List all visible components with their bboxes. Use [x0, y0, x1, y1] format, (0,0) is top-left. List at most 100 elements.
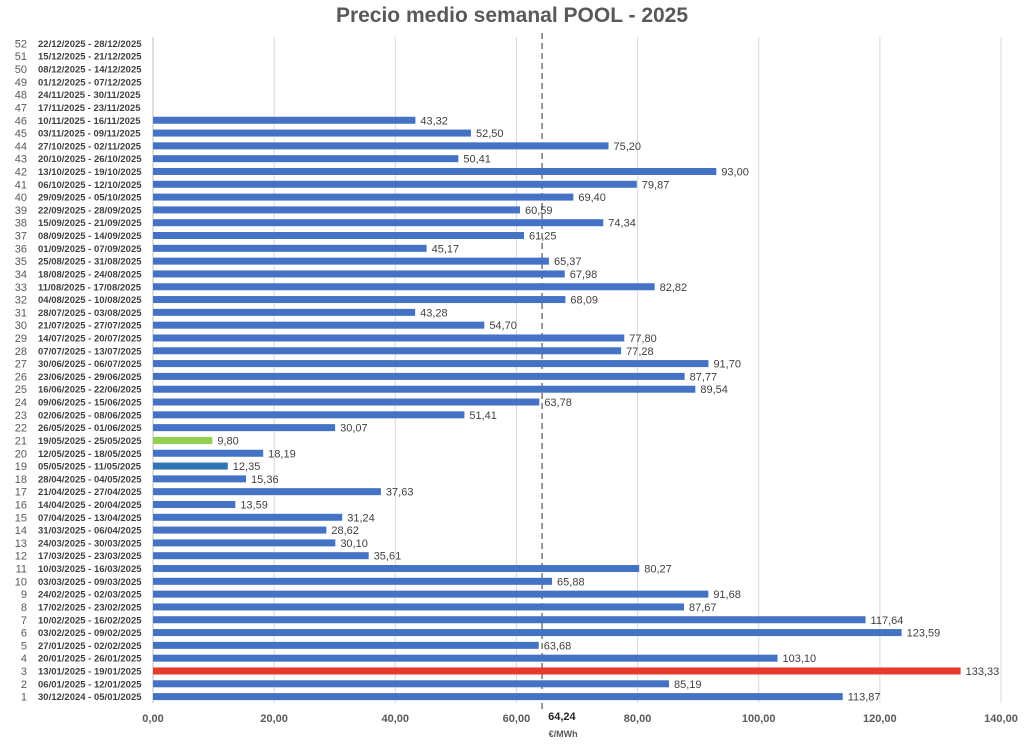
data-label: 30,10 [340, 538, 368, 550]
bar [153, 167, 717, 175]
bar [153, 129, 471, 137]
week-label: 30/12/2024 - 05/01/2025 [38, 692, 142, 703]
week-label: 17/02/2025 - 23/02/2025 [38, 602, 142, 613]
bar [153, 654, 778, 662]
bar [153, 398, 540, 406]
week-label: 21/07/2025 - 27/07/2025 [38, 321, 142, 332]
week-label: 06/10/2025 - 12/10/2025 [38, 180, 142, 191]
week-number: 38 [15, 218, 27, 230]
bar [153, 232, 524, 240]
week-number: 13 [15, 538, 27, 550]
bar [153, 180, 637, 188]
week-number: 19 [15, 461, 27, 473]
data-label: 18,19 [268, 448, 296, 460]
week-number: 29 [15, 333, 27, 345]
week-number: 31 [15, 307, 27, 319]
bar [153, 283, 655, 291]
week-number: 45 [15, 128, 27, 140]
week-label: 17/11/2025 - 23/11/2025 [38, 103, 141, 114]
week-label: 28/07/2025 - 03/08/2025 [38, 308, 142, 319]
week-number: 22 [15, 423, 27, 435]
bar [153, 193, 574, 201]
average-label: 64,24 [548, 711, 576, 723]
week-label: 22/09/2025 - 28/09/2025 [38, 205, 142, 216]
data-label: 103,10 [782, 653, 816, 665]
week-label: 13/01/2025 - 19/01/2025 [38, 666, 142, 677]
data-label: 9,80 [217, 435, 238, 447]
week-label: 07/07/2025 - 13/07/2025 [38, 346, 142, 357]
data-label: 63,78 [544, 397, 572, 409]
bar [153, 206, 521, 214]
week-label: 21/04/2025 - 27/04/2025 [38, 487, 142, 498]
week-number: 46 [15, 115, 27, 127]
data-label: 123,59 [907, 628, 941, 640]
week-number: 34 [15, 269, 27, 281]
week-number: 26 [15, 371, 27, 383]
week-number: 39 [15, 205, 27, 217]
week-number: 44 [15, 141, 27, 153]
week-label: 23/06/2025 - 29/06/2025 [38, 372, 142, 383]
chart-title: Precio medio semanal POOL - 2025 [335, 4, 689, 27]
week-label: 31/03/2025 - 06/04/2025 [38, 526, 142, 537]
week-number: 23 [15, 410, 27, 422]
week-number: 40 [15, 192, 27, 204]
week-label: 24/03/2025 - 30/03/2025 [38, 538, 142, 549]
bar [153, 308, 416, 316]
bar [153, 475, 247, 483]
week-label: 30/06/2025 - 06/07/2025 [38, 359, 142, 370]
bar [153, 603, 685, 611]
week-label: 14/07/2025 - 20/07/2025 [38, 333, 142, 344]
week-number: 15 [15, 512, 27, 524]
week-number: 14 [15, 525, 27, 537]
bar [153, 270, 565, 278]
bar [153, 449, 264, 457]
bar [153, 500, 236, 508]
week-label: 18/08/2025 - 24/08/2025 [38, 269, 142, 280]
week-label: 27/01/2025 - 02/02/2025 [38, 641, 142, 652]
bar [153, 257, 549, 265]
week-number: 17 [15, 487, 27, 499]
bar [153, 244, 427, 252]
week-number: 42 [15, 166, 27, 178]
week-number: 24 [15, 397, 27, 409]
week-label: 19/05/2025 - 25/05/2025 [38, 436, 142, 447]
data-label: 87,67 [689, 602, 717, 614]
week-number: 6 [21, 628, 27, 640]
data-label: 63,68 [544, 640, 572, 652]
week-label: 08/09/2025 - 14/09/2025 [38, 231, 142, 242]
bar [153, 641, 539, 649]
bar [153, 385, 696, 393]
week-label: 10/11/2025 - 16/11/2025 [38, 116, 141, 127]
week-number: 41 [15, 179, 27, 191]
data-label: 52,50 [476, 128, 504, 140]
bar [153, 347, 622, 355]
bar [153, 565, 640, 573]
week-number: 16 [15, 499, 27, 511]
data-label: 89,54 [700, 384, 728, 396]
week-label: 05/05/2025 - 11/05/2025 [38, 462, 142, 473]
x-tick-label: 80,00 [624, 713, 652, 725]
week-label: 24/02/2025 - 02/03/2025 [38, 590, 142, 601]
week-label: 10/03/2025 - 16/03/2025 [38, 564, 142, 575]
week-label: 22/12/2025 - 28/12/2025 [38, 39, 142, 50]
x-tick-label: 140,00 [984, 713, 1018, 725]
week-number: 48 [15, 90, 27, 102]
week-label: 12/05/2025 - 18/05/2025 [38, 449, 142, 460]
bar [153, 616, 866, 624]
bar [153, 693, 843, 701]
data-label: 75,20 [613, 141, 641, 153]
data-label: 37,63 [386, 487, 414, 499]
bar [153, 667, 961, 675]
week-label: 20/10/2025 - 26/10/2025 [38, 154, 142, 165]
week-number: 37 [15, 231, 27, 243]
week-number: 9 [21, 589, 27, 601]
week-number: 7 [21, 615, 27, 627]
data-label: 79,87 [642, 179, 670, 191]
bar [153, 372, 685, 380]
bar [153, 539, 336, 547]
bar [153, 142, 609, 150]
week-label: 16/06/2025 - 22/06/2025 [38, 385, 142, 396]
week-label: 10/02/2025 - 16/02/2025 [38, 615, 142, 626]
data-label: 80,27 [644, 564, 672, 576]
